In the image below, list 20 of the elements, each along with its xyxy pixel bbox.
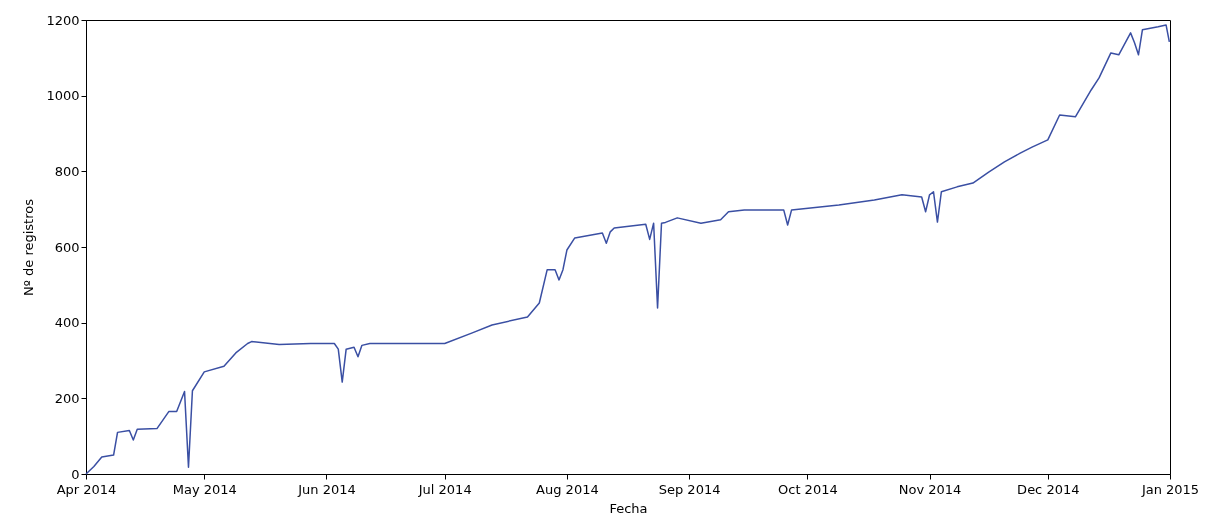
y-tick-label: 400 — [54, 315, 80, 331]
y-tick-label: 200 — [54, 390, 80, 406]
y-tick-label: 600 — [54, 239, 80, 255]
y-tick-label: 800 — [54, 163, 80, 179]
x-tick-label: Jul 2014 — [417, 481, 472, 497]
x-tick-label: Apr 2014 — [56, 481, 117, 497]
x-axis-title: Fecha — [609, 500, 648, 516]
x-tick-label: Jun 2014 — [297, 481, 356, 497]
y-tick-label: 1200 — [46, 12, 80, 28]
x-tick-label: Dec 2014 — [1017, 481, 1080, 497]
y-tick-label: 1000 — [46, 88, 80, 104]
x-tick-label: Sep 2014 — [658, 481, 721, 497]
x-tick-label: Oct 2014 — [778, 481, 838, 497]
x-tick-label: Jan 2015 — [1140, 481, 1200, 497]
y-tick-label: 0 — [71, 466, 80, 482]
x-tick-label: May 2014 — [172, 481, 237, 497]
x-tick-label: Nov 2014 — [898, 481, 962, 497]
y-axis-title: Nº de registros — [21, 198, 37, 296]
x-tick-label: Aug 2014 — [536, 481, 599, 497]
line-series — [85, 24, 1171, 475]
